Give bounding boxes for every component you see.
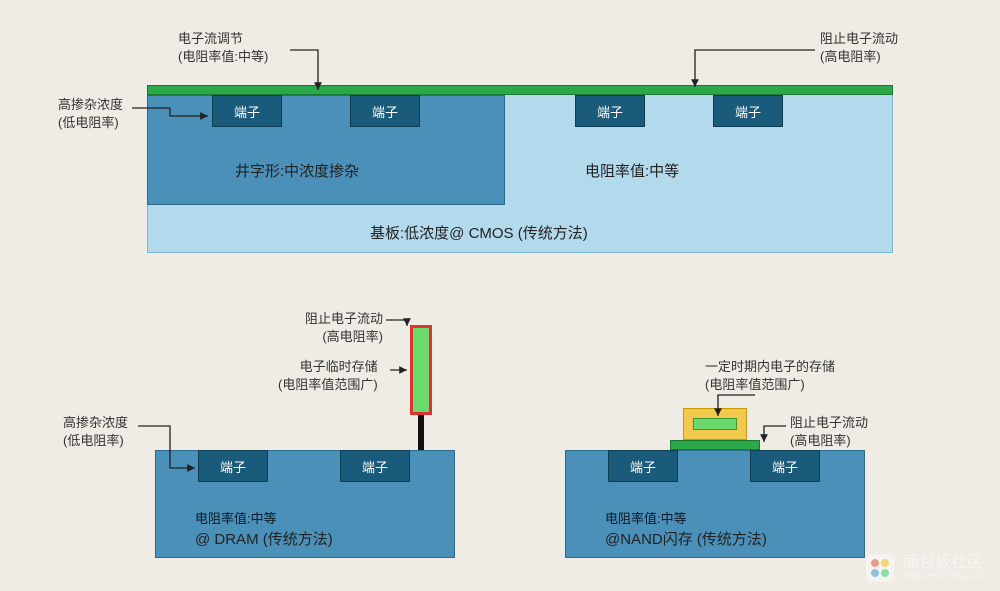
- terminal-label: 端子: [735, 102, 761, 121]
- label-line2: (电阻率值范围广): [278, 377, 378, 392]
- label-nand-block: 阻止电子流动 (高电阻率): [790, 414, 868, 449]
- terminal-label: 端子: [362, 457, 388, 476]
- label-line2: (电阻率值范围广): [705, 377, 805, 392]
- watermark-text: 面包板社区: [903, 554, 988, 572]
- terminal-label: 端子: [597, 102, 623, 121]
- label-line1: 高掺杂浓度: [58, 97, 123, 112]
- nand-floating-gate-inner: [693, 418, 737, 430]
- terminal: 端子: [608, 450, 678, 482]
- label-line2: (高电阻率): [820, 49, 881, 64]
- watermark-sub: mbb.eet-china.com: [903, 571, 988, 582]
- cmos-well: [147, 95, 505, 205]
- label-line2: (低电阻率): [58, 115, 119, 130]
- nand-mid-text: 电阻率值:中等: [605, 508, 687, 527]
- watermark: 面包板社区 mbb.eet-china.com: [865, 553, 988, 583]
- label-dram-dope: 高掺杂浓度 (低电阻率): [63, 414, 128, 449]
- terminal-label: 端子: [372, 102, 398, 121]
- terminal: 端子: [350, 95, 420, 127]
- label-left-dope: 高掺杂浓度 (低电阻率): [58, 96, 123, 131]
- cmos-right-text: 电阻率值:中等: [585, 160, 679, 181]
- terminal: 端子: [212, 95, 282, 127]
- label-dram-block: 阻止电子流动 (高电阻率): [305, 310, 383, 345]
- label-line1: 电子流调节: [178, 31, 243, 46]
- label-nand-store: 一定时期内电子的存储 (电阻率值范围广): [705, 358, 835, 393]
- dram-mid-text: 电阻率值:中等: [195, 508, 277, 527]
- label-line2: (高电阻率): [322, 329, 383, 344]
- label-line1: 高掺杂浓度: [63, 415, 128, 430]
- label-line2: (低电阻率): [63, 433, 124, 448]
- label-top-block: 阻止电子流动 (高电阻率): [820, 30, 898, 65]
- terminal-label: 端子: [220, 457, 246, 476]
- dram-post: [418, 415, 424, 450]
- nand-gate: [670, 440, 760, 450]
- terminal: 端子: [713, 95, 783, 127]
- terminal: 端子: [750, 450, 820, 482]
- label-line1: 一定时期内电子的存储: [705, 359, 835, 374]
- terminal-label: 端子: [772, 457, 798, 476]
- label-line1: 阻止电子流动: [305, 311, 383, 326]
- dram-capacitor: [410, 325, 432, 415]
- label-dram-store: 电子临时存储 (电阻率值范围广): [278, 358, 378, 393]
- label-line2: (高电阻率): [790, 433, 851, 448]
- label-line1: 电子临时存储: [300, 359, 378, 374]
- terminal: 端子: [575, 95, 645, 127]
- label-line1: 阻止电子流动: [790, 415, 868, 430]
- label-line2: (电阻率值:中等): [178, 49, 268, 64]
- terminal: 端子: [340, 450, 410, 482]
- label-top-regulate: 电子流调节 (电阻率值:中等): [178, 30, 268, 65]
- cmos-well-text: 井字形:中浓度掺杂: [235, 160, 359, 181]
- label-line1: 阻止电子流动: [820, 31, 898, 46]
- dram-name-text: @ DRAM (传统方法): [195, 528, 333, 549]
- terminal-label: 端子: [234, 102, 260, 121]
- cmos-gate-strip: [147, 85, 893, 95]
- nand-name-text: @NAND闪存 (传统方法): [605, 528, 767, 549]
- cmos-substrate-text: 基板:低浓度@ CMOS (传统方法): [370, 222, 588, 243]
- terminal: 端子: [198, 450, 268, 482]
- watermark-icon: [865, 553, 895, 583]
- terminal-label: 端子: [630, 457, 656, 476]
